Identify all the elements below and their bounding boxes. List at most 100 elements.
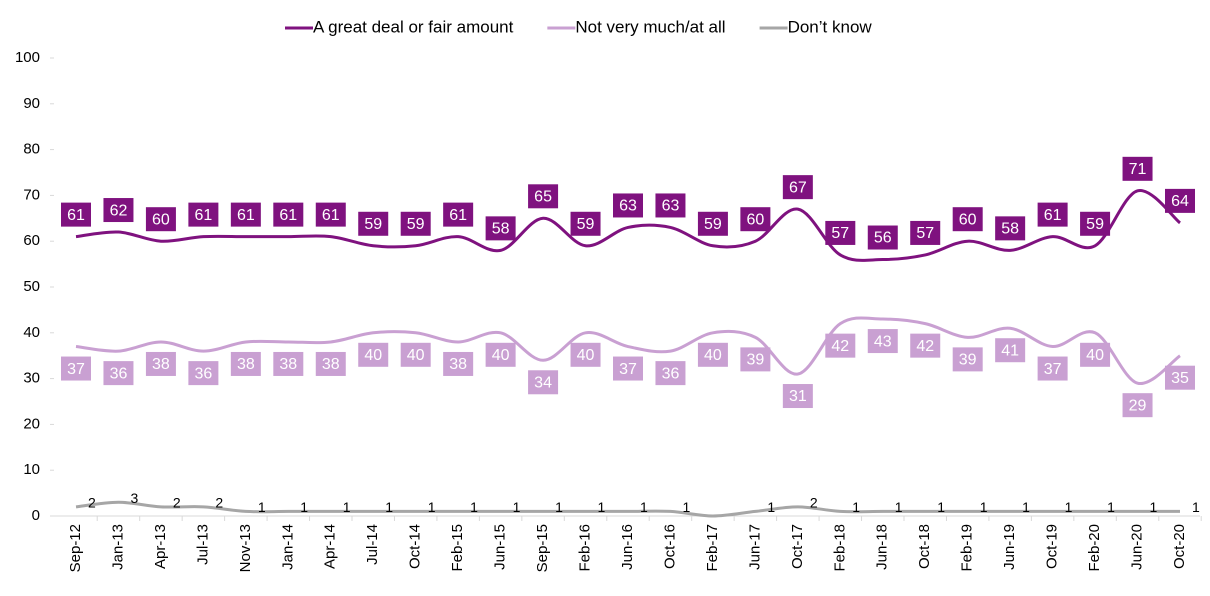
legend-label: A great deal or fair amount bbox=[313, 17, 514, 36]
data-label: 38 bbox=[449, 356, 467, 373]
data-label-box bbox=[145, 207, 176, 232]
data-label: 38 bbox=[237, 356, 255, 373]
y-tick-label: 10 bbox=[23, 461, 40, 478]
data-label: 1 bbox=[767, 499, 775, 515]
x-tick-label: Jun-18 bbox=[874, 524, 891, 570]
data-label-box bbox=[188, 361, 219, 386]
data-label-box bbox=[995, 216, 1026, 241]
data-label: 58 bbox=[492, 221, 510, 238]
data-label: 63 bbox=[619, 198, 637, 215]
x-tick-label: Oct-18 bbox=[916, 524, 933, 569]
data-label: 61 bbox=[67, 207, 85, 224]
data-label-box bbox=[570, 211, 601, 236]
x-tick-label: Oct-20 bbox=[1171, 524, 1188, 569]
series-line bbox=[75, 500, 1180, 518]
data-label: 1 bbox=[385, 499, 393, 515]
data-label: 41 bbox=[1001, 342, 1019, 359]
y-tick-label: 60 bbox=[23, 232, 40, 249]
data-label: 1 bbox=[598, 499, 606, 515]
data-label: 59 bbox=[364, 216, 382, 233]
data-label-box bbox=[570, 342, 601, 367]
data-label-box bbox=[443, 351, 474, 376]
x-tick-label: Feb-16 bbox=[577, 524, 594, 572]
data-label-box bbox=[995, 338, 1026, 363]
x-tick-label: Feb-19 bbox=[959, 524, 976, 572]
data-label: 38 bbox=[152, 356, 170, 373]
data-label: 63 bbox=[662, 198, 680, 215]
data-label: 40 bbox=[407, 347, 425, 364]
data-label-box bbox=[952, 347, 983, 372]
data-label: 59 bbox=[577, 216, 595, 233]
data-label-box bbox=[485, 342, 516, 367]
data-label-box bbox=[528, 184, 559, 209]
data-label: 37 bbox=[67, 361, 85, 378]
y-tick-label: 100 bbox=[15, 49, 40, 66]
data-label-box bbox=[61, 356, 91, 381]
data-label-box bbox=[358, 211, 389, 236]
data-label: 61 bbox=[1044, 207, 1062, 224]
data-label-box bbox=[867, 225, 898, 250]
x-tick-label: Feb-15 bbox=[449, 524, 466, 572]
data-label: 37 bbox=[1044, 361, 1062, 378]
data-label: 1 bbox=[513, 499, 521, 515]
data-label: 37 bbox=[619, 361, 637, 378]
data-label-box bbox=[103, 361, 134, 386]
x-tick-label: Oct-14 bbox=[407, 524, 424, 569]
data-label: 58 bbox=[1001, 221, 1019, 238]
data-label: 1 bbox=[1107, 499, 1115, 515]
data-label-box bbox=[400, 342, 431, 367]
data-label-box bbox=[358, 342, 389, 367]
data-label: 61 bbox=[194, 207, 212, 224]
data-label-box bbox=[1165, 188, 1195, 213]
data-label: 1 bbox=[980, 499, 988, 515]
x-tick-label: Sep-15 bbox=[534, 524, 551, 572]
data-label: 61 bbox=[237, 207, 255, 224]
data-label: 59 bbox=[704, 216, 722, 233]
data-label: 1 bbox=[555, 499, 563, 515]
data-label: 36 bbox=[662, 365, 680, 382]
data-label: 67 bbox=[789, 179, 807, 196]
data-label: 1 bbox=[343, 499, 351, 515]
data-label: 34 bbox=[534, 374, 552, 391]
data-label-box bbox=[740, 347, 771, 372]
x-tick-label: Apr-13 bbox=[152, 524, 169, 569]
data-label: 61 bbox=[322, 207, 340, 224]
x-tick-label: Feb-20 bbox=[1086, 524, 1103, 572]
data-label-box bbox=[740, 207, 771, 232]
data-label-box bbox=[1037, 356, 1068, 381]
data-label: 57 bbox=[916, 225, 934, 242]
data-label-box bbox=[273, 202, 304, 227]
x-tick-label: Oct-19 bbox=[1044, 524, 1061, 569]
x-tick-label: Jul-13 bbox=[194, 524, 211, 565]
data-label-box bbox=[1080, 211, 1111, 236]
data-label: 40 bbox=[1086, 347, 1104, 364]
y-tick-label: 40 bbox=[23, 324, 40, 341]
data-label: 36 bbox=[194, 365, 212, 382]
data-label: 62 bbox=[110, 202, 128, 219]
data-label: 60 bbox=[959, 211, 977, 228]
y-tick-label: 30 bbox=[23, 370, 40, 387]
data-label: 64 bbox=[1171, 193, 1189, 210]
data-label: 1 bbox=[1022, 499, 1030, 515]
data-label: 39 bbox=[959, 352, 977, 369]
data-label-box bbox=[613, 193, 643, 218]
data-label: 31 bbox=[789, 388, 807, 405]
data-label-box bbox=[782, 384, 813, 409]
x-tick-label: Jun-15 bbox=[492, 524, 509, 570]
data-label-box bbox=[230, 202, 261, 227]
data-label: 3 bbox=[130, 490, 138, 506]
data-label: 42 bbox=[916, 338, 934, 355]
y-tick-label: 70 bbox=[23, 186, 40, 203]
data-label: 40 bbox=[364, 347, 382, 364]
data-label-box bbox=[443, 202, 474, 227]
data-label: 1 bbox=[258, 499, 266, 515]
data-label: 1 bbox=[470, 499, 478, 515]
x-tick-label: Sep-12 bbox=[67, 524, 84, 572]
data-label: 1 bbox=[1065, 499, 1073, 515]
data-label-box bbox=[613, 356, 643, 381]
data-label: 38 bbox=[279, 356, 297, 373]
data-label-box bbox=[1122, 156, 1153, 181]
y-tick-label: 50 bbox=[23, 278, 40, 295]
data-label: 1 bbox=[937, 499, 945, 515]
data-label-box bbox=[188, 202, 219, 227]
